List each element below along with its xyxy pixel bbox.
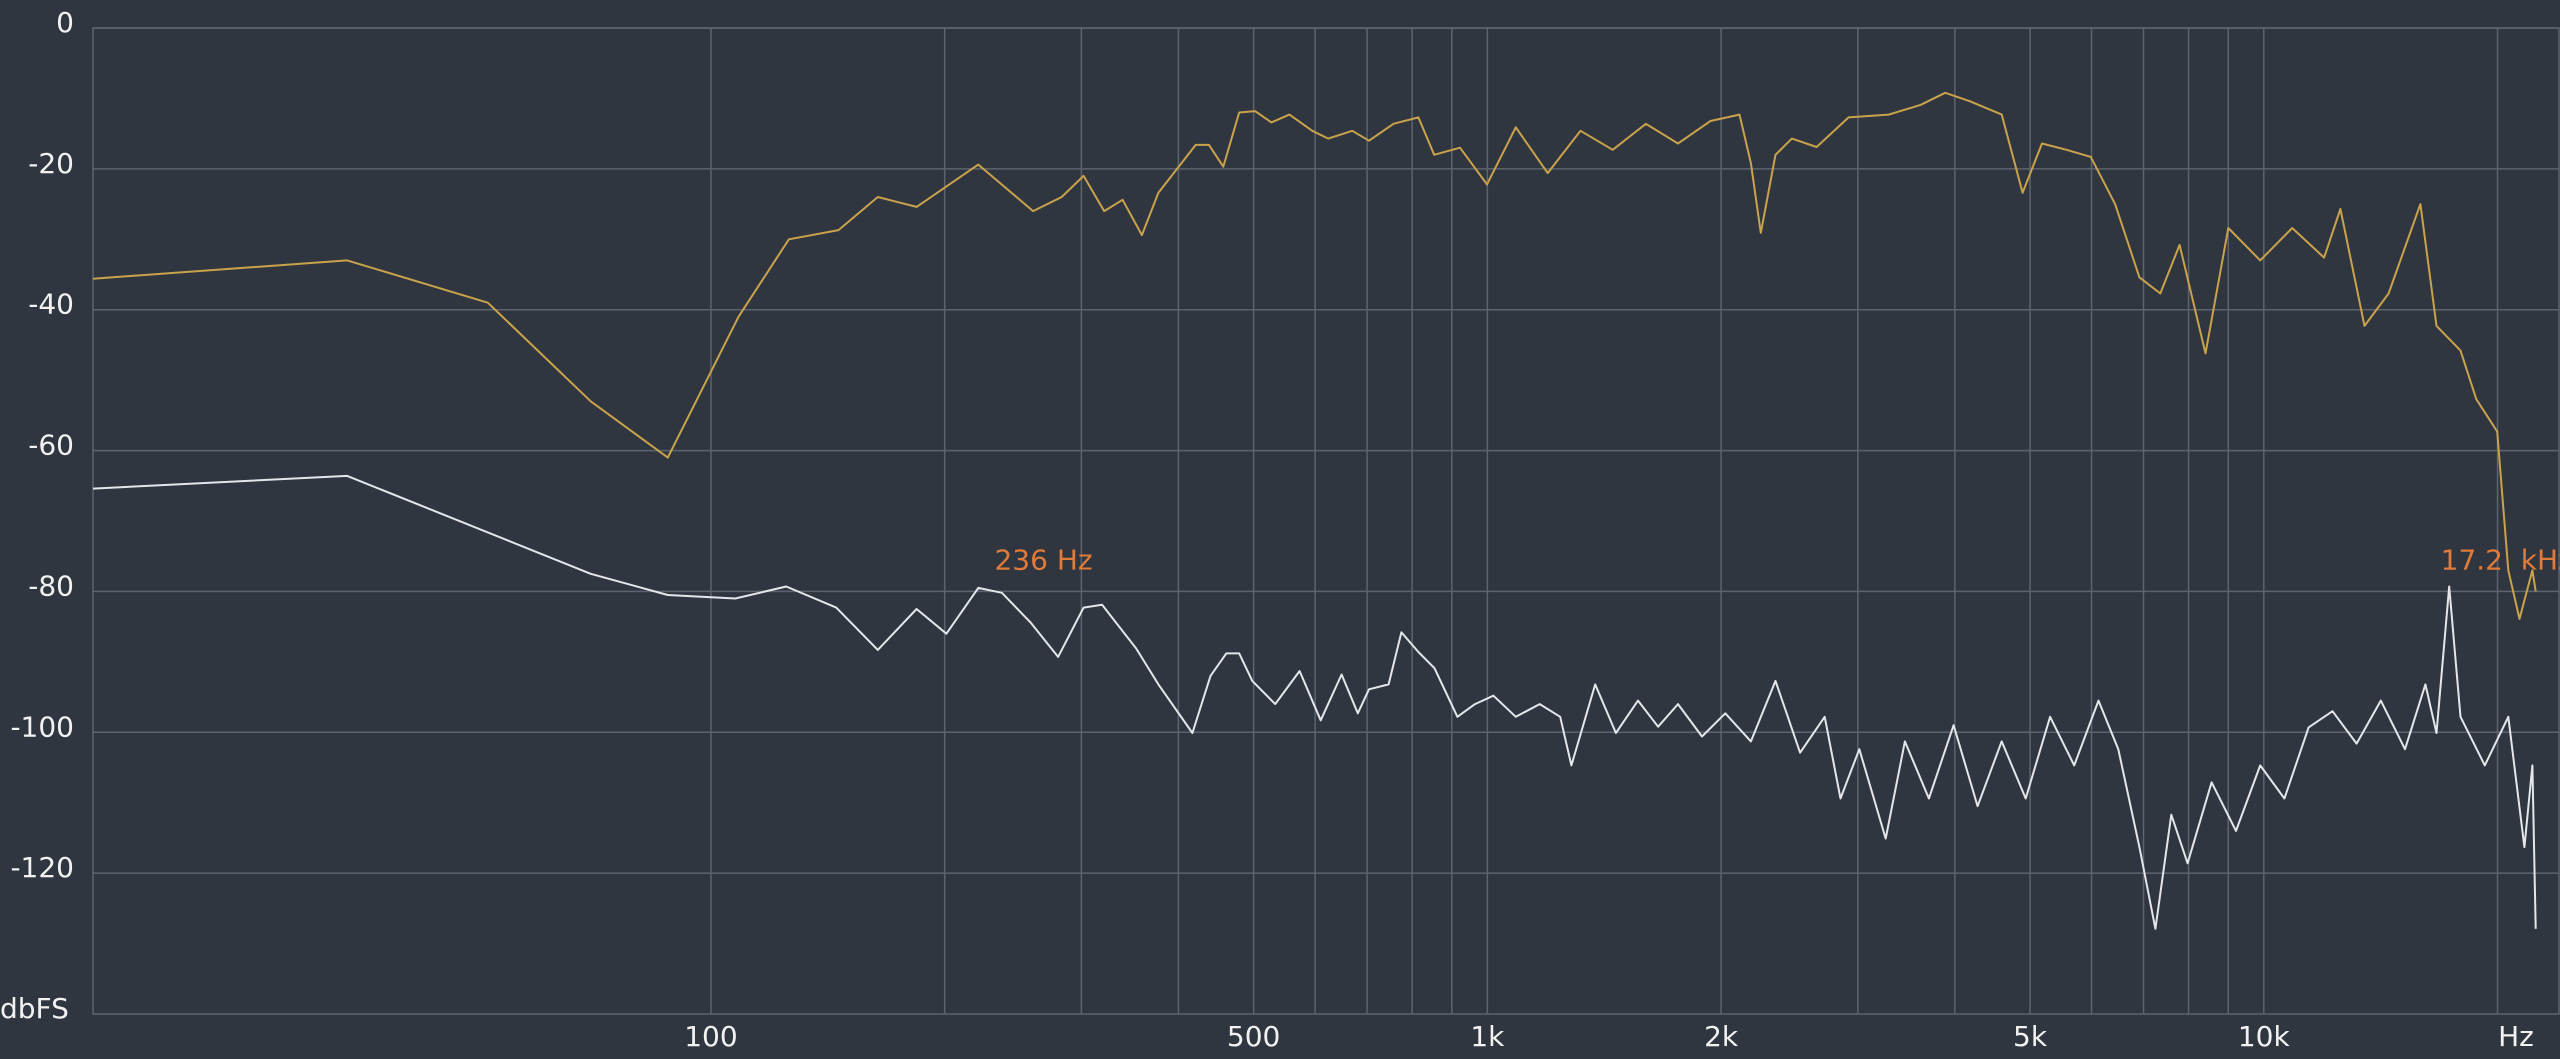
y-tick-label: -60: [28, 429, 74, 462]
y-tick-label: 0: [56, 6, 74, 39]
y-tick-label: -100: [10, 710, 74, 743]
y-tick-label: -20: [28, 147, 74, 180]
x-tick-label: 5k: [2013, 1020, 2048, 1053]
x-tick-label: 500: [1227, 1020, 1280, 1053]
y-tick-label: -120: [10, 851, 74, 884]
x-axis-label: Hz: [2498, 1020, 2534, 1053]
spectrum-line: [92, 91, 2537, 620]
y-axis-label: dbFS: [0, 992, 69, 1025]
peak-annotation: 17.2 kHz: [2441, 543, 2560, 576]
x-tick-label: 100: [684, 1020, 737, 1053]
y-tick-label: -40: [28, 288, 74, 321]
peak-annotation: 236 Hz: [994, 543, 1092, 576]
y-tick-label: -80: [28, 569, 74, 602]
x-tick-label: 2k: [1704, 1020, 1739, 1053]
x-tick-label: 10k: [2238, 1020, 2291, 1053]
x-tick-label: 1k: [1470, 1020, 1505, 1053]
spectrum-line: [92, 474, 2537, 930]
